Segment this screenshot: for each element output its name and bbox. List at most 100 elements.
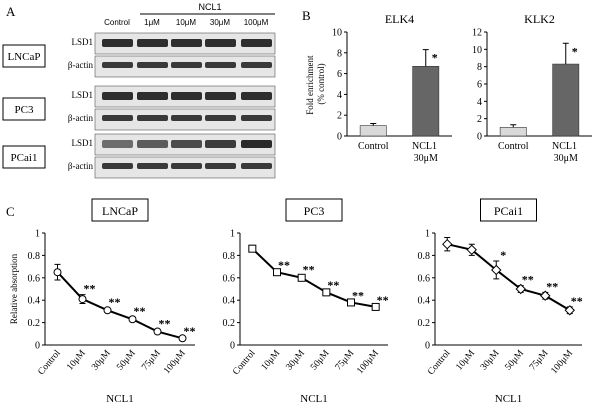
marker: [491, 264, 502, 276]
error-bar: [422, 49, 429, 67]
marker: [128, 315, 137, 324]
y-axis-label: Relative absorption: [9, 253, 19, 324]
blot-band: [205, 92, 236, 100]
cell-line-label: PCai1: [11, 152, 38, 164]
x-tick-label: 50μM: [115, 348, 138, 373]
significance: *: [572, 44, 578, 58]
x-tick-label: 100μM: [162, 348, 188, 376]
y-tick-label: 0.4: [223, 296, 236, 307]
blot-band: [241, 115, 272, 121]
blot-band: [137, 115, 168, 121]
marker: [540, 290, 551, 301]
chart-title: PC3: [304, 204, 325, 218]
blot-band: [241, 39, 272, 47]
significance: **: [303, 263, 315, 277]
x-tick-label: 75μM: [528, 348, 551, 373]
marker: [371, 302, 380, 311]
y-tick-label: 0.6: [223, 273, 236, 284]
error-bar: [370, 123, 377, 126]
bar: [552, 63, 580, 137]
y-tick-label: 0.2: [418, 318, 431, 329]
significance: **: [134, 304, 146, 318]
y-tick-label: 0.6: [418, 273, 431, 284]
marker: [178, 334, 187, 343]
blot-band: [205, 163, 236, 169]
y-axis-label: Fold enrichment (% control): [305, 53, 326, 115]
significance: **: [571, 294, 583, 308]
blot-band: [241, 163, 272, 169]
x-tick-label: 100μM: [550, 348, 576, 376]
x-tick-label: Control: [231, 348, 258, 377]
blot-band: [137, 92, 168, 100]
title-box: [285, 198, 343, 222]
blot-band: [137, 163, 168, 169]
blot-band: [171, 92, 202, 100]
chart-title: PCai1: [494, 204, 523, 218]
blot-band: [171, 39, 202, 47]
bar: [359, 125, 387, 137]
x-tick-label: 10μM: [455, 348, 478, 373]
blot-group: NCL1: [198, 2, 221, 12]
cell-line-label: LNCaP: [8, 51, 41, 63]
blot-band: [241, 62, 272, 68]
line: [447, 243, 571, 312]
x-tick-label: Control: [36, 348, 63, 377]
y-tick-label: 0.6: [28, 273, 41, 284]
x-axis-label: NCL1: [300, 393, 328, 405]
cell-line-label: PC3: [15, 104, 34, 116]
y-tick-label: 0.8: [418, 251, 431, 262]
chart-title: ELK4: [385, 12, 414, 26]
significance: **: [84, 282, 96, 296]
significance: **: [522, 273, 534, 287]
lane-label: 100μM: [244, 18, 269, 27]
significance: **: [184, 324, 196, 338]
lane-label: Control: [104, 18, 130, 27]
y-tick-label: 12: [472, 28, 482, 39]
blot-band: [171, 163, 202, 169]
blot-band: [171, 140, 202, 148]
x-axis-label: NCL1: [495, 393, 523, 405]
blot-band: [241, 92, 272, 100]
significance: **: [109, 295, 121, 309]
blot-band: [102, 39, 133, 47]
y-tick-label: 2: [337, 111, 342, 122]
y-tick-label: 0.8: [28, 251, 41, 262]
blot-band: [102, 163, 133, 169]
line: [56, 271, 183, 340]
y-tick-label: 0: [35, 341, 40, 352]
blot-band: [205, 62, 236, 68]
x-tick-label: 30μM: [479, 348, 502, 373]
significance: **: [352, 288, 364, 302]
y-tick-label: 4: [477, 97, 482, 108]
significance: **: [278, 258, 290, 272]
cell-line-box: [2, 145, 46, 169]
y-tick-label: 0: [477, 132, 482, 143]
x-tick-label: 75μM: [334, 348, 357, 373]
y-tick-label: 8: [477, 62, 482, 73]
y-tick-label: 0.2: [223, 318, 236, 329]
title-box: [91, 198, 149, 222]
x-axis-label: NCL1: [106, 393, 134, 405]
marker: [564, 305, 575, 316]
y-tick-label: 1: [35, 229, 40, 240]
marker: [103, 306, 112, 315]
significance: **: [327, 278, 339, 292]
cell-line-box: [2, 97, 46, 121]
band-label: β-actin: [68, 113, 94, 123]
y-tick-label: 1: [230, 229, 235, 240]
x-tick-label: Control: [498, 141, 529, 152]
x-tick-label: 50μM: [504, 348, 527, 373]
blot-band: [137, 140, 168, 148]
marker: [466, 244, 477, 256]
blot-band: [137, 39, 168, 47]
bar: [499, 127, 527, 137]
y-tick-label: 4: [337, 90, 342, 101]
marker: [273, 268, 281, 277]
lane-label: 30μM: [210, 18, 231, 27]
error-bar: [562, 42, 569, 65]
bar: [412, 66, 440, 137]
chart-title: LNCaP: [102, 204, 138, 218]
y-tick-label: 6: [337, 69, 342, 80]
y-tick-label: 10: [332, 28, 342, 39]
x-tick-label: Control: [426, 348, 453, 377]
